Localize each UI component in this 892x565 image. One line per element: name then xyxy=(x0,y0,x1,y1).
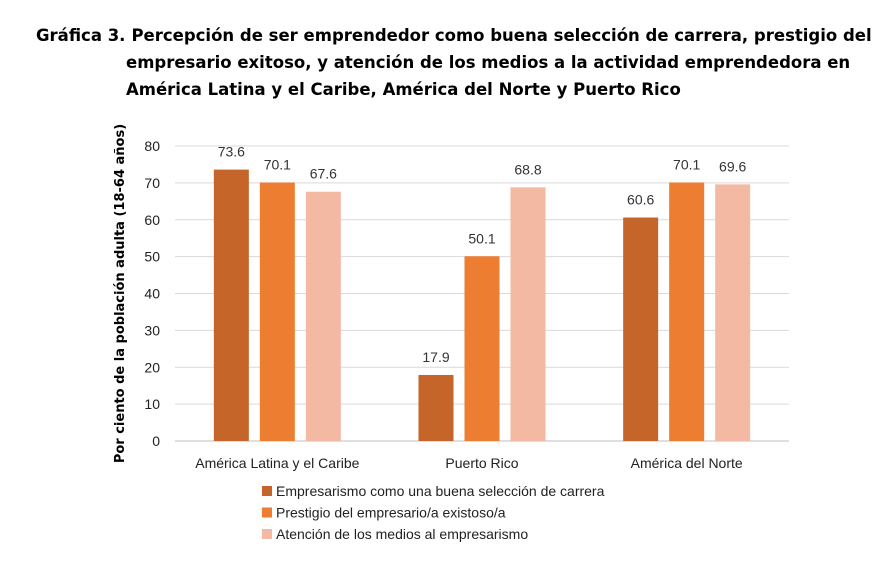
legend-swatch xyxy=(262,529,272,539)
bar xyxy=(669,182,705,441)
x-category-label: Puerto Rico xyxy=(445,455,518,471)
data-label: 70.1 xyxy=(673,157,700,173)
bar xyxy=(715,184,751,441)
legend-label: Prestigio del empresario/a existoso/a xyxy=(276,505,506,521)
x-category-label: América del Norte xyxy=(631,455,743,471)
y-tick-label: 30 xyxy=(144,322,160,338)
y-tick-label: 70 xyxy=(144,175,160,191)
legend-label: Empresarismo como una buena selección de… xyxy=(276,483,605,499)
legend-swatch xyxy=(262,486,272,496)
chart-title: Gráfica 3. Percepción de ser emprendedor … xyxy=(36,22,872,103)
bar xyxy=(510,187,546,441)
bar xyxy=(259,182,295,441)
data-label: 73.6 xyxy=(218,144,245,160)
legend-swatch xyxy=(262,507,272,518)
x-category-label: América Latina y el Caribe xyxy=(195,455,359,471)
y-tick-label: 20 xyxy=(144,359,160,375)
y-tick-label: 80 xyxy=(144,138,160,154)
y-tick-label: 0 xyxy=(152,433,160,449)
data-label: 67.6 xyxy=(310,166,337,182)
bar xyxy=(418,374,454,441)
y-tick-label: 60 xyxy=(144,212,160,228)
y-tick-label: 10 xyxy=(144,396,160,412)
bar xyxy=(464,256,500,441)
data-label: 50.1 xyxy=(468,230,495,246)
bar xyxy=(213,169,249,441)
title-line-1-text: Percepción de ser emprendedor como buena… xyxy=(131,26,872,45)
title-line-1: Gráfica 3. Percepción de ser emprendedor … xyxy=(36,22,872,49)
y-tick-label: 40 xyxy=(144,286,160,302)
data-label: 68.8 xyxy=(514,161,541,177)
data-label: 17.9 xyxy=(422,349,449,365)
data-label: 69.6 xyxy=(719,158,746,174)
y-tick-label: 50 xyxy=(144,249,160,265)
title-prefix: Gráfica 3. xyxy=(36,26,126,45)
bar xyxy=(623,217,659,441)
y-axis-title: Por ciento de la población adulta (18-64… xyxy=(113,124,128,463)
legend-label: Atención de los medios al empresarismo xyxy=(276,526,528,542)
title-line-2: empresario exitoso, y atención de los me… xyxy=(126,53,851,72)
data-label: 60.6 xyxy=(627,192,654,208)
title-line-3: América Latina y el Caribe, América del … xyxy=(126,80,681,99)
bar xyxy=(305,191,341,441)
data-label: 70.1 xyxy=(264,157,291,173)
